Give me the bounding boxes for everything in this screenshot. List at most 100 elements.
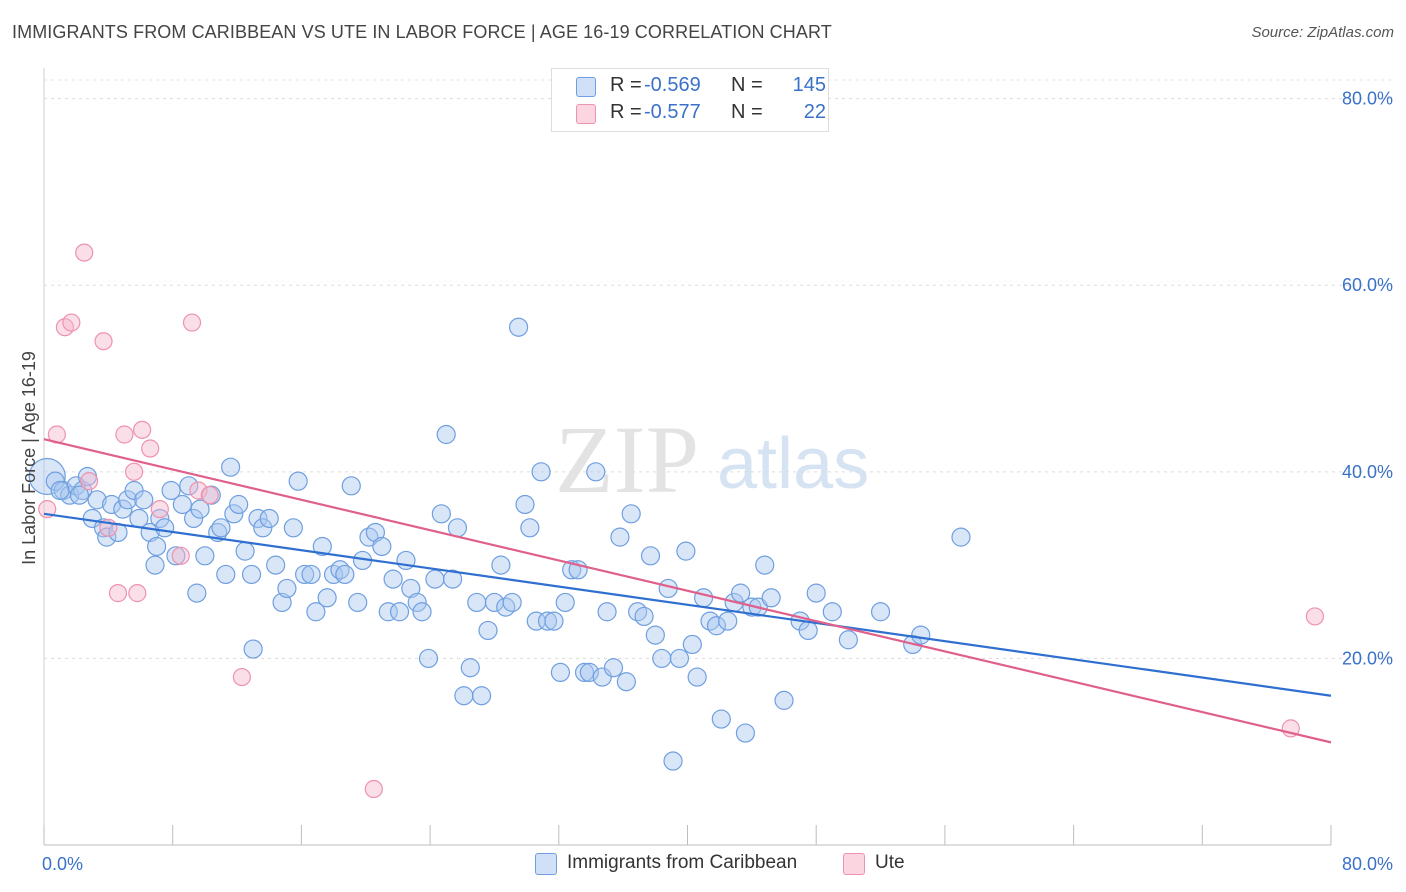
point-caribbean <box>372 536 392 557</box>
point-caribbean <box>118 490 138 510</box>
point-caribbean <box>652 648 672 669</box>
trendline-ute <box>43 438 1332 744</box>
legend-label-caribbean: Immigrants from Caribbean <box>567 852 798 873</box>
point-caribbean <box>60 485 80 505</box>
point-caribbean <box>687 667 707 687</box>
point-ute <box>189 481 208 500</box>
point-caribbean <box>216 564 236 585</box>
y-tick-label: 60.0% <box>1342 275 1393 295</box>
point-caribbean <box>822 602 842 622</box>
point-caribbean <box>579 662 599 683</box>
legend-label-ute: Ute <box>875 852 905 873</box>
point-caribbean <box>467 592 487 613</box>
trend-lines <box>43 438 1332 744</box>
point-caribbean <box>436 424 456 445</box>
point-caribbean <box>645 625 665 645</box>
point-caribbean <box>537 611 558 631</box>
point-caribbean <box>693 588 714 608</box>
point-caribbean <box>383 569 403 589</box>
point-ute <box>133 420 152 439</box>
legend-n-label: N = <box>731 74 763 96</box>
point-caribbean <box>166 546 186 566</box>
point-caribbean <box>184 508 204 529</box>
point-ute <box>364 779 383 799</box>
point-caribbean <box>335 564 355 585</box>
point-caribbean <box>460 658 480 678</box>
point-ute <box>200 486 219 505</box>
point-caribbean <box>266 555 286 575</box>
point-caribbean <box>97 527 117 547</box>
point-caribbean <box>187 583 207 603</box>
point-caribbean <box>295 564 315 585</box>
point-caribbean <box>431 504 451 524</box>
point-caribbean <box>443 569 463 589</box>
legend-r-value: -0.569 <box>644 74 701 96</box>
point-caribbean <box>640 546 661 566</box>
point-caribbean <box>288 471 308 491</box>
tick-labels: 20.0% 40.0% 60.0% 80.0% 0.0% 80.0% <box>42 89 1393 874</box>
point-ute <box>171 546 190 565</box>
legend-r-value: -0.577 <box>644 101 701 123</box>
point-caribbean <box>348 592 368 613</box>
point-caribbean <box>682 634 702 655</box>
point-caribbean <box>520 518 540 538</box>
correlation-legend: R = -0.569 N = 145 R = -0.577 N = 22 <box>551 68 829 132</box>
legend-n-label: N = <box>731 101 763 123</box>
point-caribbean <box>663 751 683 771</box>
legend-r-label: R = <box>610 74 642 96</box>
point-caribbean <box>87 490 107 510</box>
point-caribbean <box>161 480 181 501</box>
point-caribbean <box>586 462 606 482</box>
point-caribbean <box>798 620 818 641</box>
point-caribbean <box>676 541 696 561</box>
point-caribbean <box>341 476 361 496</box>
point-caribbean <box>574 662 595 683</box>
point-caribbean <box>870 602 891 622</box>
point-caribbean <box>706 616 727 636</box>
point-caribbean <box>378 602 398 622</box>
point-caribbean <box>761 588 781 608</box>
point-caribbean <box>718 611 738 631</box>
point-caribbean <box>401 578 421 599</box>
point-caribbean <box>229 494 249 515</box>
point-caribbean <box>312 536 332 557</box>
axes <box>43 68 1332 846</box>
point-caribbean <box>616 672 636 692</box>
point-caribbean <box>224 504 244 524</box>
point-ute <box>232 667 251 687</box>
series-ute-points <box>38 243 1325 799</box>
point-caribbean <box>150 508 170 529</box>
point-ute <box>94 332 113 351</box>
point-caribbean <box>283 518 303 538</box>
y-tick-label: 40.0% <box>1342 462 1393 482</box>
point-caribbean <box>407 592 427 613</box>
point-caribbean <box>515 494 535 515</box>
point-caribbean <box>113 499 133 519</box>
point-caribbean <box>806 583 826 603</box>
point-ute <box>182 313 202 332</box>
y-tick-label: 80.0% <box>1342 89 1393 109</box>
point-caribbean <box>412 602 432 622</box>
point-caribbean <box>755 555 775 575</box>
point-caribbean <box>531 462 551 482</box>
point-caribbean <box>69 485 89 505</box>
point-caribbean <box>134 490 154 510</box>
y-tick-label: 20.0% <box>1342 648 1393 668</box>
legend-swatch-caribbean <box>535 853 557 875</box>
point-caribbean <box>491 555 511 575</box>
point-ute <box>124 462 144 481</box>
point-caribbean <box>911 625 931 645</box>
point-caribbean <box>610 527 630 547</box>
source-credit: Source: ZipAtlas.com <box>1251 24 1394 41</box>
point-caribbean <box>774 690 794 710</box>
point-caribbean <box>508 317 529 337</box>
point-ute <box>75 243 94 262</box>
point-caribbean <box>221 457 241 477</box>
point-ute <box>115 425 134 444</box>
trendline-caribbean <box>43 512 1332 697</box>
point-caribbean <box>669 648 690 669</box>
point-caribbean <box>597 602 617 622</box>
point-caribbean <box>241 564 262 585</box>
point-ute <box>62 313 81 332</box>
point-caribbean <box>418 648 439 669</box>
